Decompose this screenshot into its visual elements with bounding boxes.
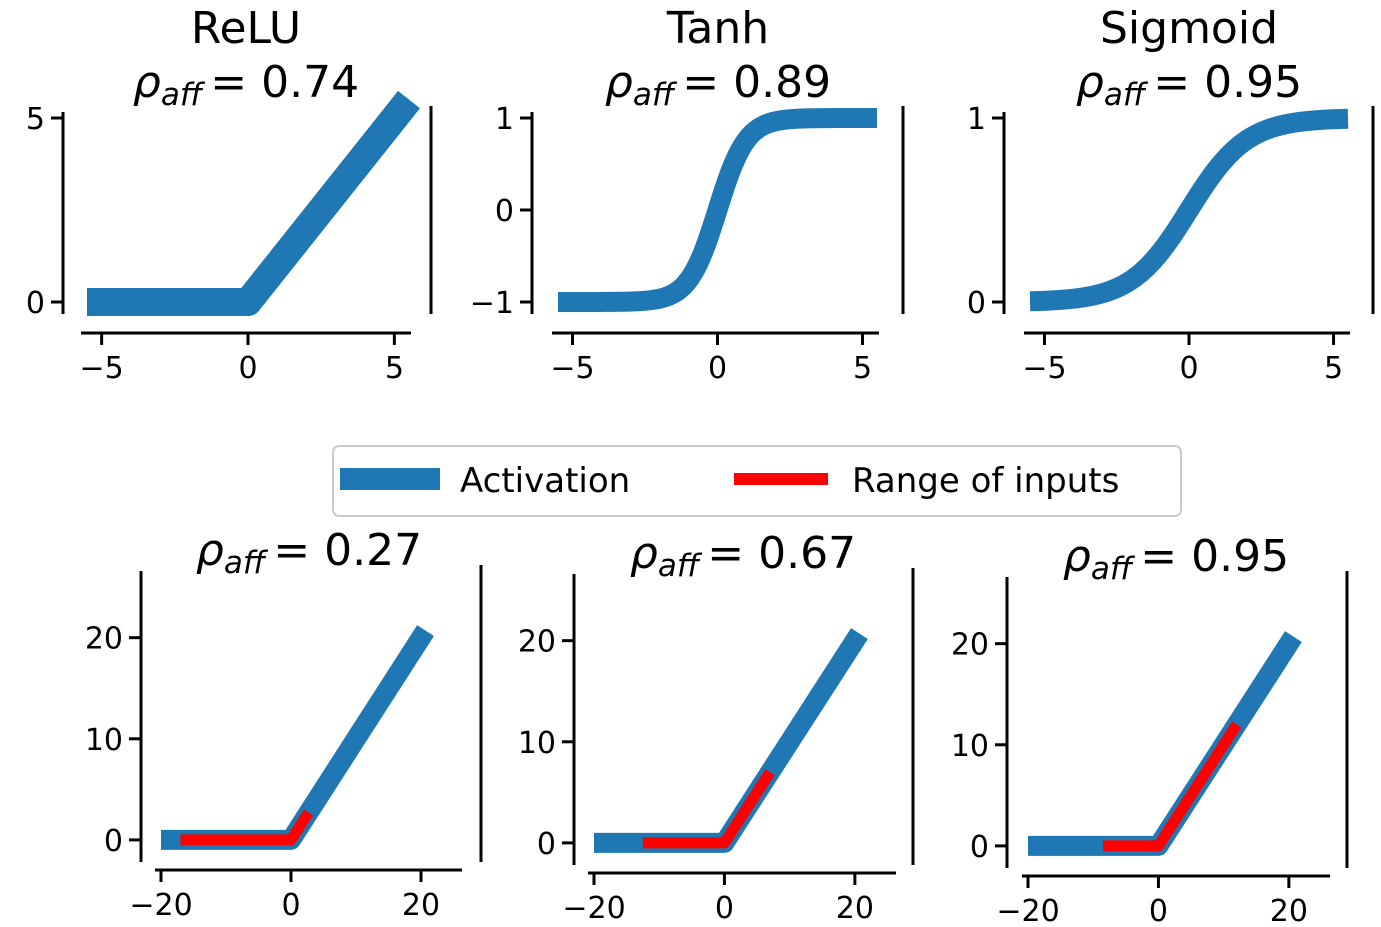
x-tick-label: 0 (708, 351, 727, 386)
y-tick-label: 0 (537, 827, 556, 862)
rho-subscript: aff (224, 545, 269, 581)
rho-annotation: ρaff = 0.74 (133, 57, 359, 113)
y-tick-label: 5 (26, 102, 45, 137)
activation-curve (74, 87, 422, 316)
rho-value: = 0.74 (210, 57, 359, 108)
y-tick-label: 20 (85, 622, 123, 657)
x-tick-label: 5 (1324, 351, 1343, 386)
x-tick-label: 0 (715, 891, 734, 926)
rho-subscript: aff (1104, 77, 1149, 113)
y-tick-label: 20 (951, 628, 989, 663)
x-tick-label: −5 (1022, 351, 1066, 386)
y-tick-label: −1 (470, 286, 514, 321)
rho-value: = 0.27 (273, 525, 422, 576)
x-tick-label: 0 (281, 888, 300, 923)
x-tick-label: −20 (129, 888, 192, 923)
legend-label-input-range: Range of inputs (852, 461, 1119, 501)
y-tick-label: 1 (967, 102, 986, 137)
x-tick-label: −20 (562, 891, 625, 926)
x-tick-label: 0 (1179, 351, 1198, 386)
y-tick-label: 0 (970, 830, 989, 865)
y-tick-label: 0 (26, 286, 45, 321)
activation-curve (1021, 108, 1357, 312)
x-tick-label: 20 (1270, 894, 1308, 927)
x-tick-label: −5 (80, 351, 124, 386)
x-tick-label: 0 (238, 351, 257, 386)
activation-curve (585, 625, 869, 853)
legend: Activation Range of inputs (332, 445, 1182, 517)
activation-curve (152, 622, 435, 850)
rho-subscript: aff (658, 548, 703, 584)
activation-curve (1019, 628, 1303, 856)
rho-subscript: aff (1091, 551, 1136, 587)
y-tick-label: 1 (495, 102, 514, 137)
rho-subscript: aff (633, 77, 678, 113)
x-tick-label: 5 (385, 351, 404, 386)
rho-value: = 0.95 (1140, 531, 1289, 582)
rho-symbol: ρ (1063, 531, 1091, 582)
rho-symbol: ρ (605, 57, 633, 108)
y-tick-label: 10 (518, 726, 556, 761)
y-tick-label: 20 (518, 625, 556, 660)
rho-symbol: ρ (133, 57, 161, 108)
panel-title: ReLU (191, 3, 301, 54)
y-tick-label: 0 (967, 286, 986, 321)
x-tick-label: 5 (853, 351, 872, 386)
rho-symbol: ρ (196, 525, 224, 576)
input-range-segment (637, 767, 776, 849)
activation-curve (549, 108, 886, 312)
rho-annotation: ρaff = 0.89 (605, 57, 831, 113)
x-tick-label: 0 (1149, 894, 1168, 927)
panel-title: Sigmoid (1100, 3, 1278, 54)
rho-value: = 0.89 (682, 57, 831, 108)
x-tick-label: 20 (402, 888, 440, 923)
panel-title: Tanh (666, 3, 769, 54)
x-tick-label: −20 (996, 894, 1059, 927)
rho-annotation: ρaff = 0.95 (1076, 57, 1302, 113)
rho-annotation: ρaff = 0.67 (630, 528, 856, 584)
y-tick-label: 0 (495, 194, 514, 229)
input-range-segment (175, 807, 314, 846)
y-tick-label: 10 (951, 729, 989, 764)
y-tick-label: 10 (85, 723, 123, 758)
y-tick-label: 0 (104, 824, 123, 859)
x-tick-label: 20 (836, 891, 874, 926)
rho-value: = 0.95 (1153, 57, 1302, 108)
rho-value: = 0.67 (707, 528, 856, 579)
rho-symbol: ρ (1076, 57, 1104, 108)
rho-symbol: ρ (630, 528, 658, 579)
rho-subscript: aff (161, 77, 206, 113)
x-tick-label: −5 (550, 351, 594, 386)
legend-label-activation: Activation (460, 461, 630, 501)
input-range-segment (1098, 719, 1242, 852)
rho-annotation: ρaff = 0.95 (1063, 531, 1289, 587)
rho-annotation: ρaff = 0.27 (196, 525, 422, 581)
